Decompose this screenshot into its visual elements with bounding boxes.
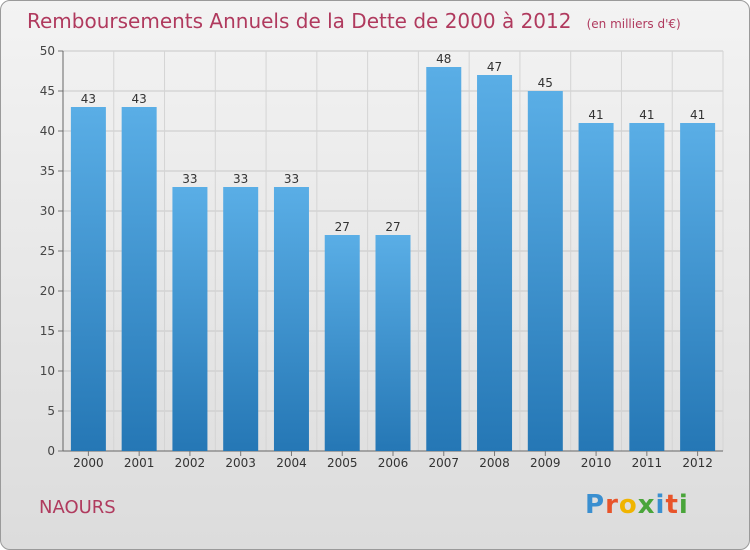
y-tick-label: 25 bbox=[40, 244, 55, 258]
y-tick-label: 45 bbox=[40, 84, 55, 98]
x-tick-label: 2008 bbox=[479, 456, 510, 470]
bar-value-label: 48 bbox=[436, 52, 451, 66]
bar bbox=[680, 123, 716, 451]
logo-letter: r bbox=[605, 490, 619, 520]
y-tick-label: 15 bbox=[40, 324, 55, 338]
chart-title-block: Remboursements Annuels de la Dette de 20… bbox=[27, 9, 681, 33]
x-tick-label: 2010 bbox=[581, 456, 612, 470]
bar-value-label: 41 bbox=[690, 108, 705, 122]
x-tick-label: 2001 bbox=[124, 456, 155, 470]
bar bbox=[477, 75, 513, 451]
x-tick-label: 2007 bbox=[428, 456, 459, 470]
logo-letter: x bbox=[637, 490, 656, 520]
x-tick-label: 2000 bbox=[73, 456, 104, 470]
x-tick-label: 2002 bbox=[175, 456, 206, 470]
x-tick-label: 2009 bbox=[530, 456, 561, 470]
bar bbox=[375, 235, 411, 451]
bar-value-label: 45 bbox=[538, 76, 553, 90]
bar bbox=[273, 187, 309, 451]
label-layer: 43 2000 43 2001 33 2002 33 2003 33 2004 27 2005 27 20… bbox=[73, 52, 713, 470]
y-tick-label: 40 bbox=[40, 124, 55, 138]
bar-value-label: 27 bbox=[335, 220, 350, 234]
bar bbox=[629, 123, 665, 451]
bar bbox=[324, 235, 360, 451]
logo-letter: i bbox=[655, 490, 666, 520]
bar-value-label: 41 bbox=[588, 108, 603, 122]
bar-value-label: 33 bbox=[233, 172, 248, 186]
bar-value-label: 41 bbox=[639, 108, 654, 122]
x-tick-label: 2006 bbox=[378, 456, 409, 470]
bar-value-label: 43 bbox=[132, 92, 147, 106]
bar-value-label: 33 bbox=[284, 172, 299, 186]
chart-title: Remboursements Annuels de la Dette de 20… bbox=[27, 9, 572, 33]
proxiti-logo[interactable]: Proxiti bbox=[585, 490, 689, 520]
y-tick-label: 5 bbox=[47, 404, 55, 418]
y-tick-label: 0 bbox=[47, 444, 55, 458]
bar-layer bbox=[70, 67, 716, 451]
bar bbox=[121, 107, 157, 451]
bar bbox=[578, 123, 614, 451]
logo-letter: P bbox=[585, 490, 606, 520]
y-tick-label: 35 bbox=[40, 164, 55, 178]
x-tick-label: 2004 bbox=[276, 456, 307, 470]
bar-value-label: 27 bbox=[385, 220, 400, 234]
y-tick-label: 30 bbox=[40, 204, 55, 218]
x-tick-label: 2005 bbox=[327, 456, 358, 470]
y-tick-label: 10 bbox=[40, 364, 55, 378]
logo-letter: o bbox=[618, 490, 638, 520]
chart-subtitle: (en milliers d'€) bbox=[586, 17, 681, 31]
bar bbox=[527, 91, 563, 451]
x-tick-label: 2012 bbox=[682, 456, 713, 470]
y-tick-label: 20 bbox=[40, 284, 55, 298]
bar bbox=[70, 107, 106, 451]
y-tick-label: 50 bbox=[40, 44, 55, 58]
location-label: NAOURS bbox=[39, 497, 116, 518]
bar-value-label: 43 bbox=[81, 92, 96, 106]
bar bbox=[426, 67, 462, 451]
x-tick-label: 2003 bbox=[225, 456, 256, 470]
logo-letter: i bbox=[678, 490, 689, 520]
x-tick-label: 2011 bbox=[632, 456, 663, 470]
bar-value-label: 47 bbox=[487, 60, 502, 74]
bar bbox=[172, 187, 208, 451]
bar bbox=[223, 187, 259, 451]
bar-value-label: 33 bbox=[182, 172, 197, 186]
logo-letter: t bbox=[665, 490, 679, 520]
